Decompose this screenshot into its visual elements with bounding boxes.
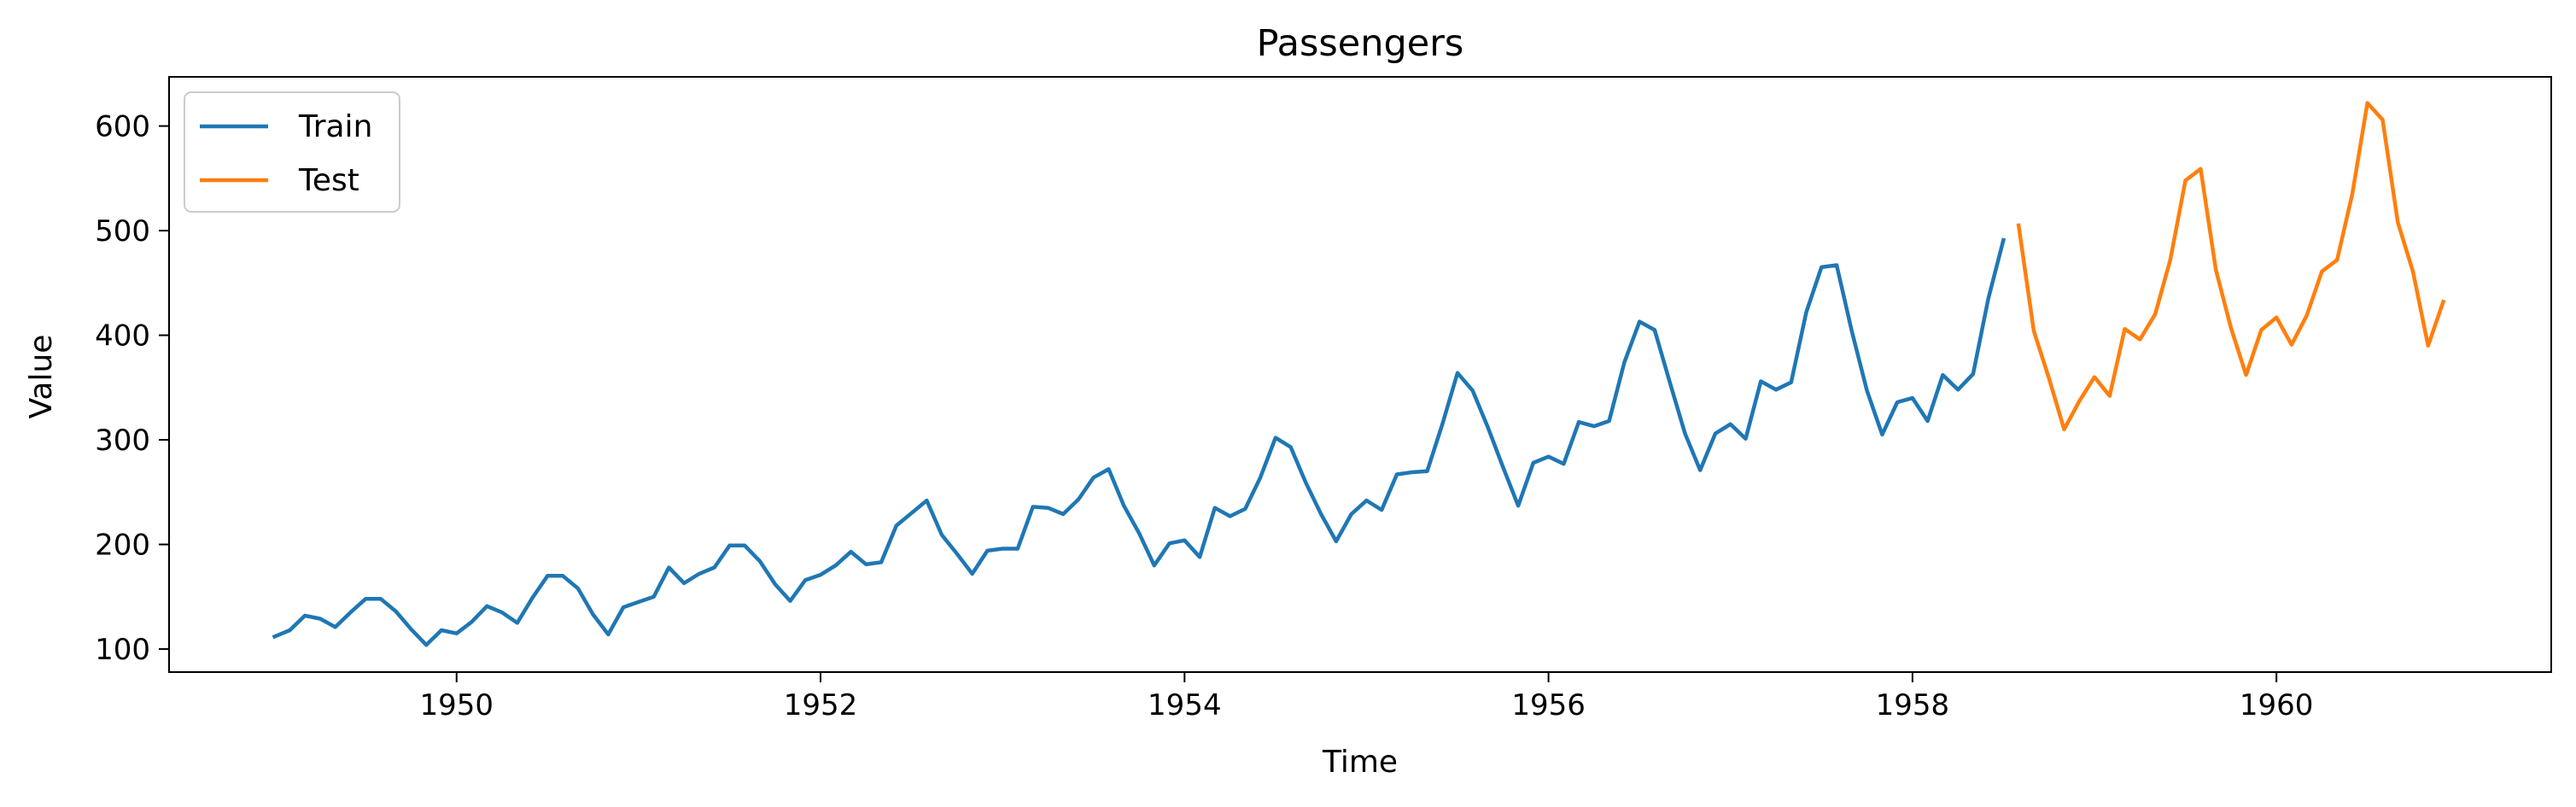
y-axis-label: Value: [24, 335, 59, 419]
x-tick-label: 1952: [784, 688, 858, 722]
legend-label-test: Test: [298, 163, 359, 198]
x-tick-label: 1950: [419, 688, 494, 722]
series-line-train: [272, 237, 2006, 647]
y-tick-label: 200: [95, 529, 150, 563]
chart-title: Passengers: [1257, 22, 1464, 65]
x-tick-label: 1954: [1148, 688, 1222, 722]
x-axis-label: Time: [1322, 745, 1398, 780]
series-lines: [272, 101, 2446, 647]
x-tick-label: 1956: [1511, 688, 1586, 722]
series-line-test: [2016, 101, 2446, 432]
y-tick-label: 100: [95, 633, 150, 667]
legend-label-train: Train: [298, 109, 372, 144]
x-tick-label: 1958: [1876, 688, 1950, 722]
y-tick-label: 500: [95, 214, 150, 249]
y-tick-label: 600: [95, 110, 150, 144]
plot-frame: [168, 76, 2552, 673]
y-tick-label: 300: [95, 424, 150, 458]
x-tick-label: 1960: [2240, 688, 2314, 722]
legend: Train Test: [184, 91, 400, 213]
y-tick-label: 400: [95, 319, 150, 354]
axis-ticks: 1950 1952 1954 1956 1958 1960 100 200 300 400 500 6…: [95, 110, 2313, 722]
